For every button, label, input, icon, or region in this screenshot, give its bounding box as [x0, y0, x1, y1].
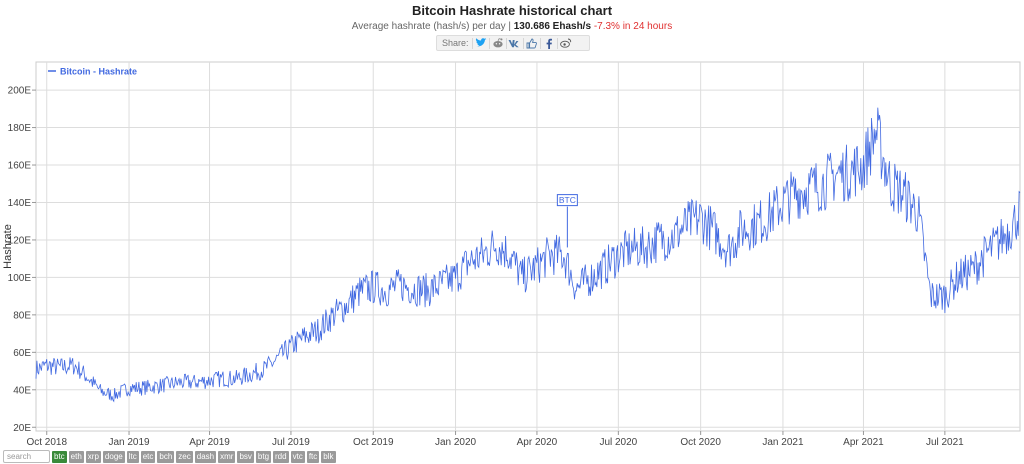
- coin-button-dash[interactable]: dash: [194, 450, 217, 463]
- chart-grid: [35, 61, 1021, 432]
- coin-button-btg[interactable]: btg: [255, 450, 272, 463]
- share-separator: [488, 37, 490, 49]
- coin-button-vtc[interactable]: vtc: [290, 450, 305, 463]
- share-separator: [471, 37, 473, 49]
- share-label: Share:: [442, 38, 469, 48]
- coin-button-bch[interactable]: bch: [157, 450, 175, 463]
- coin-button-ftc[interactable]: ftc: [306, 450, 320, 463]
- y-tick-label: 100E: [8, 273, 32, 284]
- facebook-icon[interactable]: [542, 37, 556, 49]
- vk-icon[interactable]: [508, 37, 522, 49]
- y-tick-label: 180E: [8, 123, 32, 134]
- coin-button-ltc[interactable]: ltc: [126, 450, 139, 463]
- x-tick-label: Apr 2019: [189, 437, 230, 448]
- coin-button-bsv[interactable]: bsv: [237, 450, 254, 463]
- reddit-icon[interactable]: [491, 37, 505, 49]
- x-tick-label: Oct 2018: [26, 437, 67, 448]
- share-separator: [522, 37, 524, 49]
- coin-selector: search btc eth xrp doge ltc etc bch zec dash xmr b…: [0, 450, 336, 463]
- y-tick-label: 160E: [8, 161, 32, 172]
- twitter-icon[interactable]: [474, 37, 488, 49]
- coin-button-doge[interactable]: doge: [102, 450, 125, 463]
- y-tick-label: 200E: [8, 86, 32, 97]
- chart-annotations: BTC: [556, 194, 578, 248]
- search-input[interactable]: search: [3, 450, 50, 463]
- y-tick-label: 60E: [13, 348, 31, 359]
- hashrate-chart: 20E 40E 60E 80E 100E 120E 140E 160E 180E 200E Oct …: [2, 61, 1021, 448]
- coin-button-btc[interactable]: btc: [52, 450, 67, 463]
- coin-button-rdd[interactable]: rdd: [273, 450, 289, 463]
- y-tick-label: 40E: [13, 385, 31, 396]
- coin-button-etc[interactable]: etc: [140, 450, 156, 463]
- annotation-label: BTC: [559, 195, 576, 205]
- x-tick-label: Jan 2021: [762, 437, 804, 448]
- share-bar: Share:: [436, 35, 590, 51]
- legend-label: Bitcoin - Hashrate: [60, 67, 137, 77]
- x-tick-label: Jan 2019: [108, 437, 150, 448]
- share-separator: [556, 37, 558, 49]
- coin-button-zec[interactable]: zec: [176, 450, 193, 463]
- share-separator: [505, 37, 507, 49]
- coin-button-eth[interactable]: eth: [68, 450, 84, 463]
- annotation-box: [556, 194, 578, 207]
- y-tick-label: 20E: [13, 423, 31, 434]
- y-tick-label: 140E: [8, 198, 32, 209]
- chart-legend[interactable]: Bitcoin - Hashrate: [48, 67, 137, 77]
- x-tick-label: Oct 2019: [353, 437, 394, 448]
- hashrate-value: 130.686 Ehash/s: [513, 21, 592, 32]
- share-separator: [539, 37, 541, 49]
- like-icon[interactable]: [525, 37, 539, 49]
- coin-button-xmr[interactable]: xmr: [218, 450, 236, 463]
- chart-title: Bitcoin Hashrate historical chart: [411, 3, 613, 18]
- coin-list: btc eth xrp doge ltc etc bch zec dash xmr bsv btg rd…: [50, 450, 336, 463]
- x-tick-label: Apr 2020: [517, 437, 558, 448]
- y-axis-label: Hashrate: [2, 224, 14, 269]
- hashrate-change: -7.3% in 24 hours: [593, 21, 673, 32]
- plot-area: [35, 61, 1021, 432]
- chart-subtitle: Average hashrate (hash/s) per day | 130.…: [0, 21, 1024, 32]
- weibo-icon[interactable]: [559, 37, 573, 49]
- subtitle-prefix: Average hashrate (hash/s) per day |: [351, 21, 511, 32]
- chart-axes: 20E 40E 60E 80E 100E 120E 140E 160E 180E 200E Oct …: [2, 86, 964, 448]
- x-tick-label: Apr 2021: [843, 437, 884, 448]
- hashrate-line: [35, 107, 1021, 403]
- coin-button-xrp[interactable]: xrp: [85, 450, 101, 463]
- x-tick-label: Oct 2020: [680, 437, 721, 448]
- coin-button-blk[interactable]: blk: [321, 450, 336, 463]
- y-tick-label: 120E: [8, 235, 32, 246]
- x-tick-label: Jan 2020: [435, 437, 477, 448]
- x-tick-label: Jul 2021: [926, 437, 964, 448]
- y-tick-label: 80E: [13, 310, 31, 321]
- chart-series: [35, 107, 1021, 403]
- x-tick-label: Jul 2019: [272, 437, 310, 448]
- x-tick-label: Jul 2020: [599, 437, 637, 448]
